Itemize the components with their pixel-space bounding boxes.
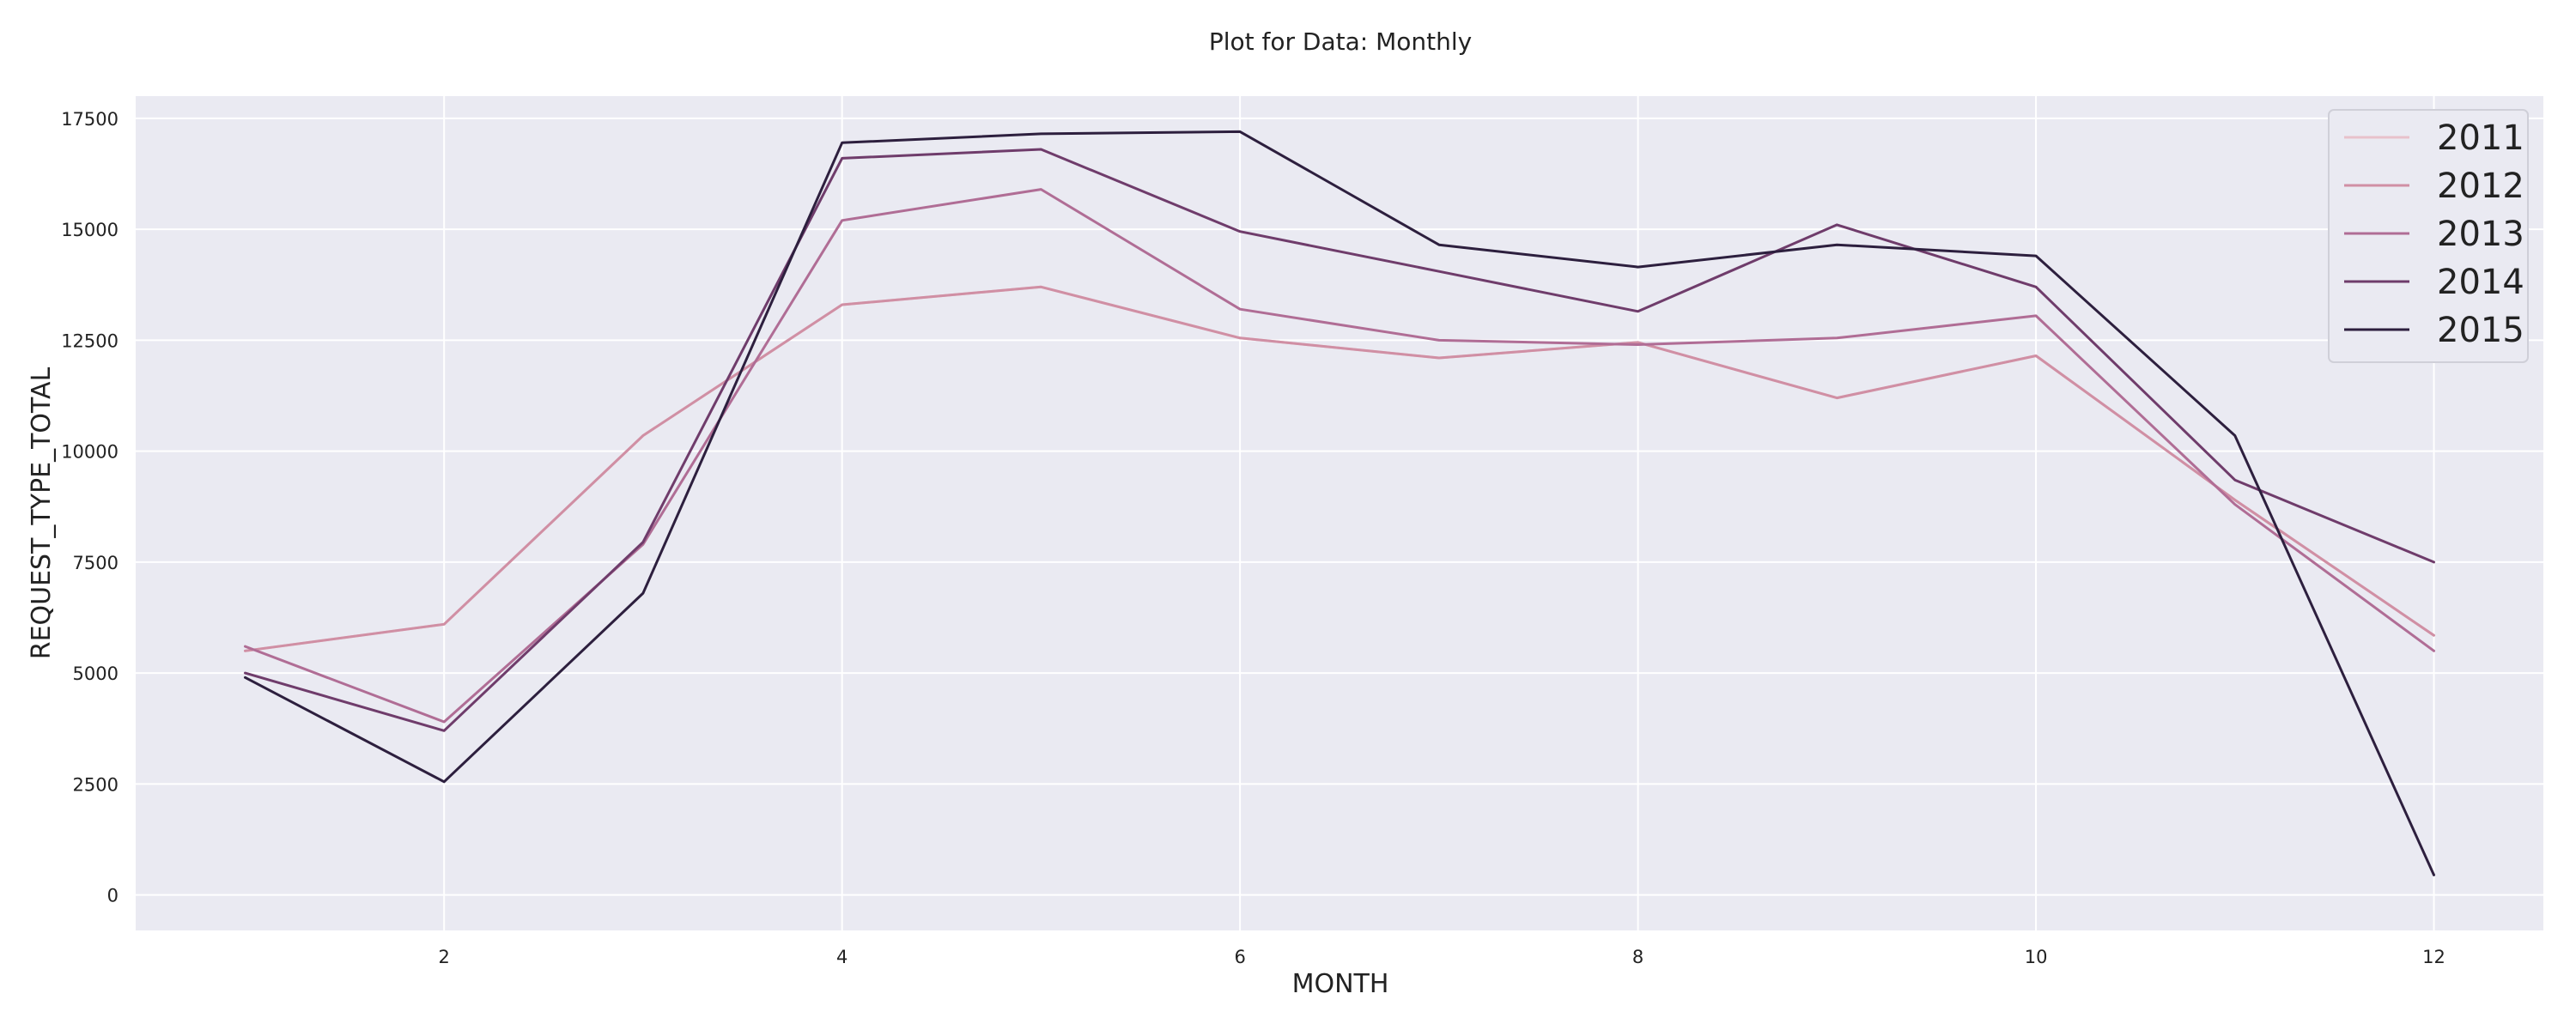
x-tick-label: 2	[439, 947, 450, 967]
y-tick-label: 5000	[73, 663, 118, 684]
legend-box	[2328, 109, 2529, 363]
legend-label-2014: 2014	[2437, 263, 2524, 302]
chart-title: Plot for Data: Monthly	[1209, 27, 1472, 56]
plot-area	[136, 96, 2543, 930]
x-axis-label: MONTH	[1292, 969, 1389, 999]
legend-label-2015: 2015	[2437, 311, 2524, 350]
x-tick-label: 6	[1234, 947, 1245, 967]
legend-label-2012: 2012	[2437, 167, 2524, 206]
x-tick-labels: 2 4 6 8 10 12	[439, 947, 2445, 967]
series-lines	[244, 130, 2435, 876]
series-line-2012	[244, 285, 2435, 652]
legend-label-2013: 2013	[2437, 215, 2524, 254]
grid-lines	[136, 96, 2543, 930]
y-tick-labels: 0 2500 5000 7500 10000 12500 15000 17500	[61, 109, 118, 906]
y-tick-label: 0	[107, 886, 118, 906]
x-tick-label: 8	[1632, 947, 1643, 967]
series-line-2015	[244, 130, 2435, 876]
x-tick-label: 10	[2025, 947, 2048, 967]
y-tick-label: 17500	[61, 109, 118, 130]
y-tick-label: 10000	[61, 442, 118, 463]
y-tick-label: 12500	[61, 330, 118, 351]
y-axis-label: REQUEST_TYPE_TOTAL	[27, 367, 57, 659]
y-tick-label: 7500	[73, 553, 118, 573]
y-tick-label: 15000	[61, 220, 118, 240]
series-line-2014	[244, 148, 2435, 732]
x-tick-label: 12	[2422, 947, 2445, 967]
legend: 2011 2012 2013 2014 2015	[2328, 109, 2529, 363]
x-tick-label: 4	[836, 947, 848, 967]
y-tick-label: 2500	[73, 774, 118, 795]
legend-label-2011: 2011	[2437, 118, 2524, 158]
